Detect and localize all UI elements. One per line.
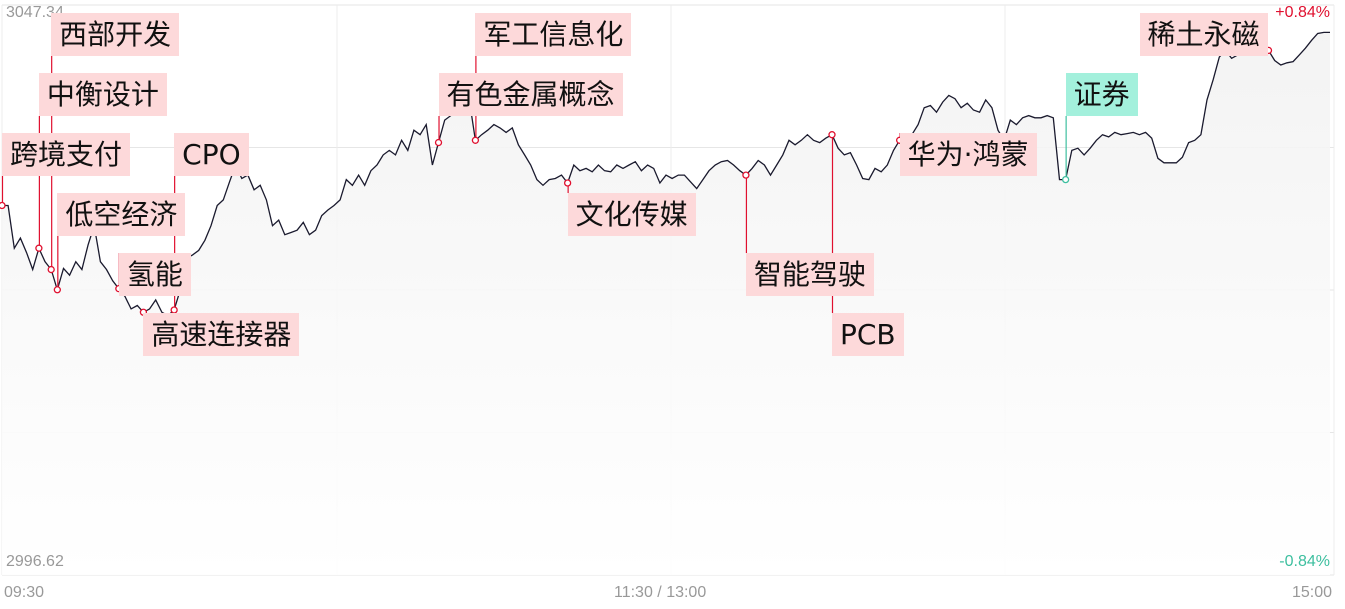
x-tick-open: 09:30 — [4, 584, 45, 601]
annotation-label: 中衡设计 — [38, 73, 167, 116]
y-min-label: 2996.62 — [6, 553, 64, 570]
annotation-point — [742, 171, 750, 179]
price-line — [2, 31, 1330, 317]
annotation-label: 证券 — [1065, 73, 1138, 116]
pct-max-label: +0.84% — [1275, 4, 1330, 21]
annotation-label: 跨境支付 — [2, 133, 131, 176]
annotation-point — [471, 136, 480, 144]
annotation-label: 文化传媒 — [567, 193, 696, 236]
annotation-label: 华为·鸿蒙 — [899, 133, 1037, 176]
annotation-point — [434, 138, 443, 147]
annotation-label: 低空经济 — [57, 193, 186, 236]
x-tick-midday: 11:30 / 13:00 — [614, 584, 707, 601]
annotation-label: 智能驾驶 — [745, 253, 874, 296]
x-tick-close: 15:00 — [1291, 584, 1332, 601]
pct-min-label: -0.84% — [1279, 553, 1330, 570]
annotation-point — [1061, 175, 1070, 184]
annotation-label: 高速连接器 — [143, 313, 300, 356]
annotation-label: 有色金属概念 — [438, 73, 623, 116]
annotation-point — [53, 286, 61, 294]
annotation-point — [563, 179, 572, 187]
annotation-label: PCB — [832, 313, 904, 356]
annotation-point — [0, 201, 6, 210]
annotation-label: 西部开发 — [51, 13, 180, 56]
annotation-label: 稀土永磁 — [1139, 13, 1268, 56]
annotation-point — [35, 244, 43, 252]
annotation-label: 军工信息化 — [475, 13, 632, 56]
annotation-point — [828, 131, 836, 139]
y-max-label: 3047.34 — [6, 4, 64, 21]
annotation-label: CPO — [174, 133, 249, 176]
annotation-label: 氢能 — [118, 253, 191, 296]
annotation-point — [47, 265, 55, 274]
